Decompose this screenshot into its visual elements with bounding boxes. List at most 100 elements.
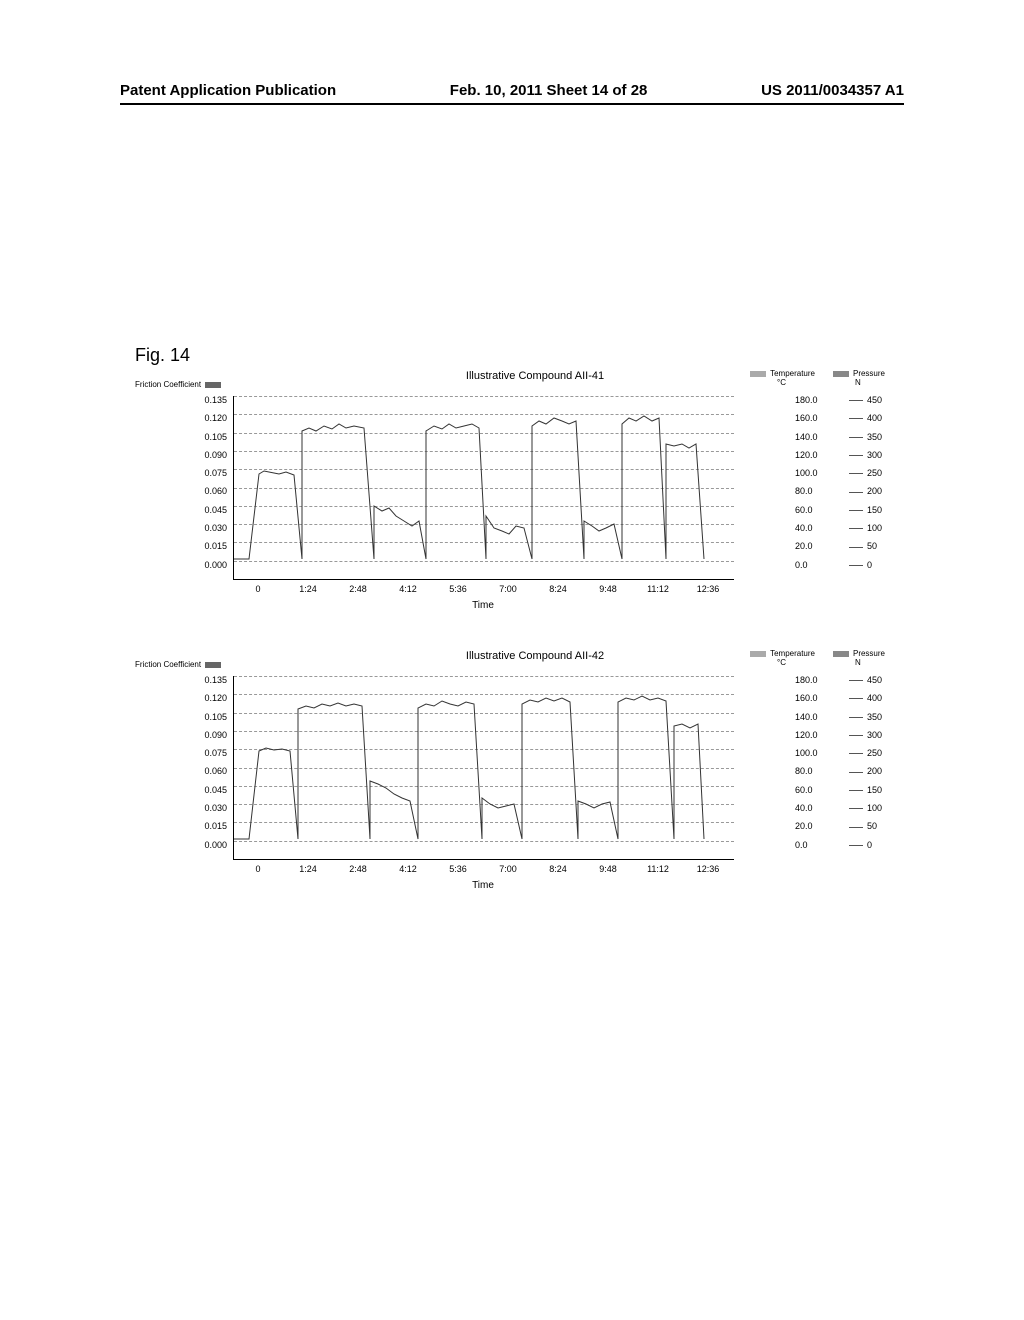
y2-tick: 120.0 [795, 451, 823, 469]
x-tick: 2:48 [333, 864, 383, 874]
y1-tick: 0.000 [197, 841, 227, 859]
header-center: Feb. 10, 2011 Sheet 14 of 28 [450, 82, 648, 99]
y2-axis-unit: °C [777, 658, 786, 667]
y2-tick: 80.0 [795, 767, 823, 785]
dash-icon [849, 808, 863, 809]
x-tick: 8:24 [533, 864, 583, 874]
y3-tick: 200 [849, 487, 885, 505]
dash-icon [849, 437, 863, 438]
x-tick: 4:12 [383, 864, 433, 874]
y3-tick: 0 [849, 561, 885, 579]
y2-tick: 0.0 [795, 561, 823, 579]
x-tick: 9:48 [583, 864, 633, 874]
legend-pressure: Pressure N [831, 650, 885, 668]
y3-tick: 400 [849, 694, 885, 712]
y3-axis-label: Pressure [853, 369, 885, 378]
x-tick: 11:12 [633, 584, 683, 594]
y1-tick: 0.030 [197, 524, 227, 542]
x-axis-label: Time [233, 600, 733, 611]
x-tick: 1:24 [283, 864, 333, 874]
dash-icon [849, 827, 863, 828]
y2-tick: 100.0 [795, 749, 823, 767]
legend-swatch-icon [750, 371, 766, 377]
y3-ticks: 450 400 350 300 250 200 150 100 50 0 [849, 396, 885, 579]
friction-line [234, 396, 734, 579]
y3-axis-unit: N [855, 658, 861, 667]
y2-tick: 60.0 [795, 506, 823, 524]
y3-tick: 450 [849, 676, 885, 694]
x-tick: 7:00 [483, 864, 533, 874]
x-tick: 11:12 [633, 864, 683, 874]
chart-area: Friction Coefficient Temperature °C Pres… [135, 386, 885, 626]
x-tick: 9:48 [583, 584, 633, 594]
header-left: Patent Application Publication [120, 82, 336, 99]
dash-icon [849, 772, 863, 773]
y1-tick: 0.030 [197, 804, 227, 822]
y1-axis-label: Friction Coefficient [135, 660, 201, 669]
dash-icon [849, 547, 863, 548]
y2-ticks: 180.0 160.0 140.0 120.0 100.0 80.0 60.0 … [795, 396, 823, 579]
dash-icon [849, 735, 863, 736]
y1-tick: 0.090 [197, 731, 227, 749]
y2-axis-label: Temperature [770, 649, 815, 658]
y1-tick: 0.105 [197, 433, 227, 451]
y1-tick: 0.060 [197, 767, 227, 785]
y1-tick: 0.045 [197, 506, 227, 524]
y1-tick: 0.060 [197, 487, 227, 505]
page-header: Patent Application Publication Feb. 10, … [120, 82, 904, 105]
legend-swatch-icon [750, 651, 766, 657]
plot-area [233, 396, 734, 580]
y2-tick: 0.0 [795, 841, 823, 859]
y3-tick: 300 [849, 451, 885, 469]
x-tick: 5:36 [433, 864, 483, 874]
chart-aII-41: Illustrative Compound AII-41 Friction Co… [135, 370, 885, 626]
y3-ticks: 450 400 350 300 250 200 150 100 50 0 [849, 676, 885, 859]
dash-icon [849, 473, 863, 474]
y3-tick: 0 [849, 841, 885, 859]
dash-icon [849, 455, 863, 456]
legend-friction: Friction Coefficient [135, 660, 223, 669]
y3-tick: 100 [849, 524, 885, 542]
y1-tick: 0.135 [197, 396, 227, 414]
dash-icon [849, 717, 863, 718]
x-tick: 0 [233, 584, 283, 594]
dash-icon [849, 400, 863, 401]
friction-path [234, 696, 704, 839]
y2-tick: 160.0 [795, 414, 823, 432]
legend-temperature: Temperature °C [748, 370, 815, 388]
y2-tick: 100.0 [795, 469, 823, 487]
y3-tick: 250 [849, 749, 885, 767]
x-tick: 1:24 [283, 584, 333, 594]
y1-tick: 0.015 [197, 542, 227, 560]
y2-tick: 20.0 [795, 542, 823, 560]
y2-tick: 40.0 [795, 804, 823, 822]
dash-icon [849, 753, 863, 754]
y3-tick: 450 [849, 396, 885, 414]
legend-friction: Friction Coefficient [135, 380, 223, 389]
y1-tick: 0.075 [197, 749, 227, 767]
x-tick: 7:00 [483, 584, 533, 594]
y3-tick: 150 [849, 786, 885, 804]
y2-axis-unit: °C [777, 378, 786, 387]
y1-ticks: 0.135 0.120 0.105 0.090 0.075 0.060 0.04… [197, 396, 227, 579]
y3-axis-unit: N [855, 378, 861, 387]
y1-tick: 0.135 [197, 676, 227, 694]
y1-tick: 0.120 [197, 414, 227, 432]
dash-icon [849, 528, 863, 529]
y3-tick: 400 [849, 414, 885, 432]
x-ticks: 0 1:24 2:48 4:12 5:36 7:00 8:24 9:48 11:… [233, 584, 733, 594]
y3-tick: 250 [849, 469, 885, 487]
legend-swatch-icon [833, 371, 849, 377]
y3-tick: 200 [849, 767, 885, 785]
y3-tick: 350 [849, 713, 885, 731]
x-tick: 2:48 [333, 584, 383, 594]
y3-tick: 350 [849, 433, 885, 451]
dash-icon [849, 845, 863, 846]
y3-tick: 50 [849, 542, 885, 560]
y2-tick: 60.0 [795, 786, 823, 804]
y2-tick: 180.0 [795, 396, 823, 414]
dash-icon [849, 492, 863, 493]
x-tick: 5:36 [433, 584, 483, 594]
x-tick: 0 [233, 864, 283, 874]
dash-icon [849, 510, 863, 511]
